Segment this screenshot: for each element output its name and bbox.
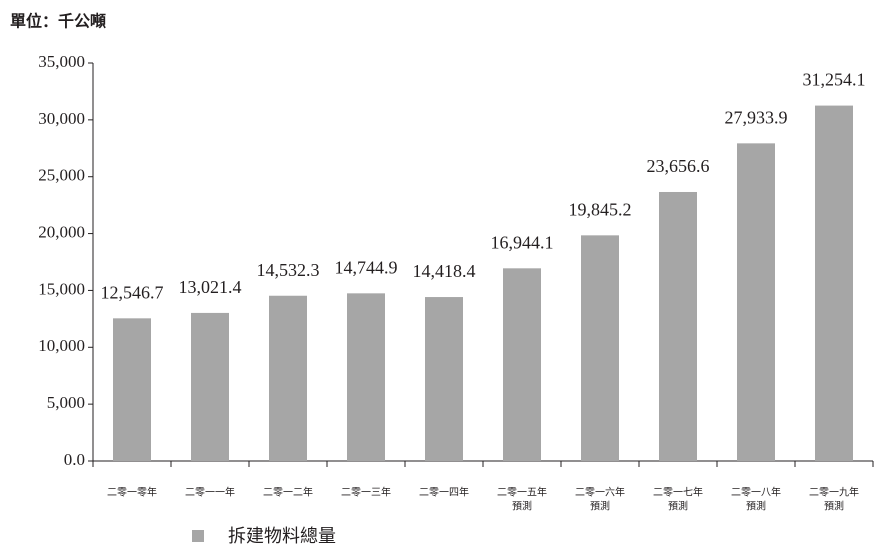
- value-label: 16,944.1: [491, 232, 554, 252]
- bar: [659, 191, 697, 461]
- bar: [269, 295, 307, 461]
- value-label: 14,532.3: [257, 260, 320, 280]
- x-tick-label: 預測: [512, 499, 532, 512]
- y-tick-label: 5,000: [47, 393, 85, 412]
- x-tick-label: 二零一五年: [497, 485, 547, 498]
- value-label: 23,656.6: [647, 156, 710, 176]
- value-label: 27,933.9: [725, 107, 788, 127]
- x-tick-label: 預測: [668, 499, 688, 512]
- bar: [347, 293, 385, 461]
- x-tick-label: 二零一一年: [185, 485, 235, 498]
- x-tick-label: 二零一三年: [341, 485, 391, 498]
- y-tick-label: 15,000: [38, 279, 85, 298]
- x-tick-label: 二零一零年: [107, 485, 157, 498]
- x-tick-label: 預測: [590, 499, 610, 512]
- bar: [737, 143, 775, 461]
- y-tick-label: 20,000: [38, 222, 85, 241]
- x-tick-label: 二零一四年: [419, 485, 469, 498]
- bar: [503, 268, 541, 461]
- y-tick-label: 10,000: [38, 336, 85, 355]
- y-tick-label: 35,000: [38, 52, 85, 71]
- x-tick-label: 預測: [824, 499, 844, 512]
- value-label: 13,021.4: [179, 277, 242, 297]
- value-label: 12,546.7: [101, 282, 164, 302]
- y-tick-label: 30,000: [38, 109, 85, 128]
- legend-swatch: [192, 530, 204, 542]
- value-label: 31,254.1: [803, 70, 866, 90]
- x-tick-label: 二零一八年: [731, 485, 781, 498]
- y-tick-label: 25,000: [38, 166, 85, 185]
- bar: [191, 312, 229, 461]
- value-label: 19,845.2: [569, 199, 632, 219]
- x-tick-label: 二零一七年: [653, 485, 703, 498]
- x-tick-label: 預測: [746, 499, 766, 512]
- y-tick-label: 0.0: [64, 450, 85, 469]
- x-tick-label: 二零一九年: [809, 485, 859, 498]
- x-tick-label: 二零一六年: [575, 485, 625, 498]
- bar: [425, 297, 463, 461]
- value-label: 14,418.4: [413, 261, 476, 281]
- bar: [815, 105, 853, 461]
- value-label: 14,744.9: [335, 257, 398, 277]
- bar: [581, 235, 619, 461]
- bar: [113, 318, 151, 461]
- legend-label: 拆建物料總量: [228, 526, 336, 547]
- chart-title: 單位：千公噸: [10, 12, 106, 31]
- x-tick-label: 二零一二年: [263, 485, 313, 498]
